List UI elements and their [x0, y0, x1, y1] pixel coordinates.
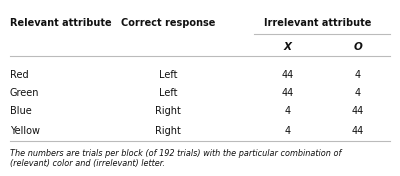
Text: Yellow: Yellow [10, 126, 40, 136]
Text: 44: 44 [282, 88, 294, 98]
Text: Irrelevant attribute: Irrelevant attribute [264, 18, 372, 29]
Text: 4: 4 [285, 106, 291, 117]
Text: Right: Right [155, 106, 181, 117]
Text: Right: Right [155, 126, 181, 136]
Text: Green: Green [10, 88, 40, 98]
Text: O: O [354, 42, 362, 52]
Text: Red: Red [10, 70, 29, 80]
Text: Left: Left [159, 88, 177, 98]
Text: Correct response: Correct response [121, 18, 215, 29]
Text: 4: 4 [355, 70, 361, 80]
Text: 44: 44 [352, 106, 364, 117]
Text: X: X [284, 42, 292, 52]
Text: Relevant attribute: Relevant attribute [10, 18, 112, 29]
Text: Blue: Blue [10, 106, 32, 117]
Text: The numbers are trials per block (of 192 trials) with the particular combination: The numbers are trials per block (of 192… [10, 149, 341, 168]
Text: 44: 44 [352, 126, 364, 136]
Text: 44: 44 [282, 70, 294, 80]
Text: 4: 4 [285, 126, 291, 136]
Text: 4: 4 [355, 88, 361, 98]
Text: Left: Left [159, 70, 177, 80]
